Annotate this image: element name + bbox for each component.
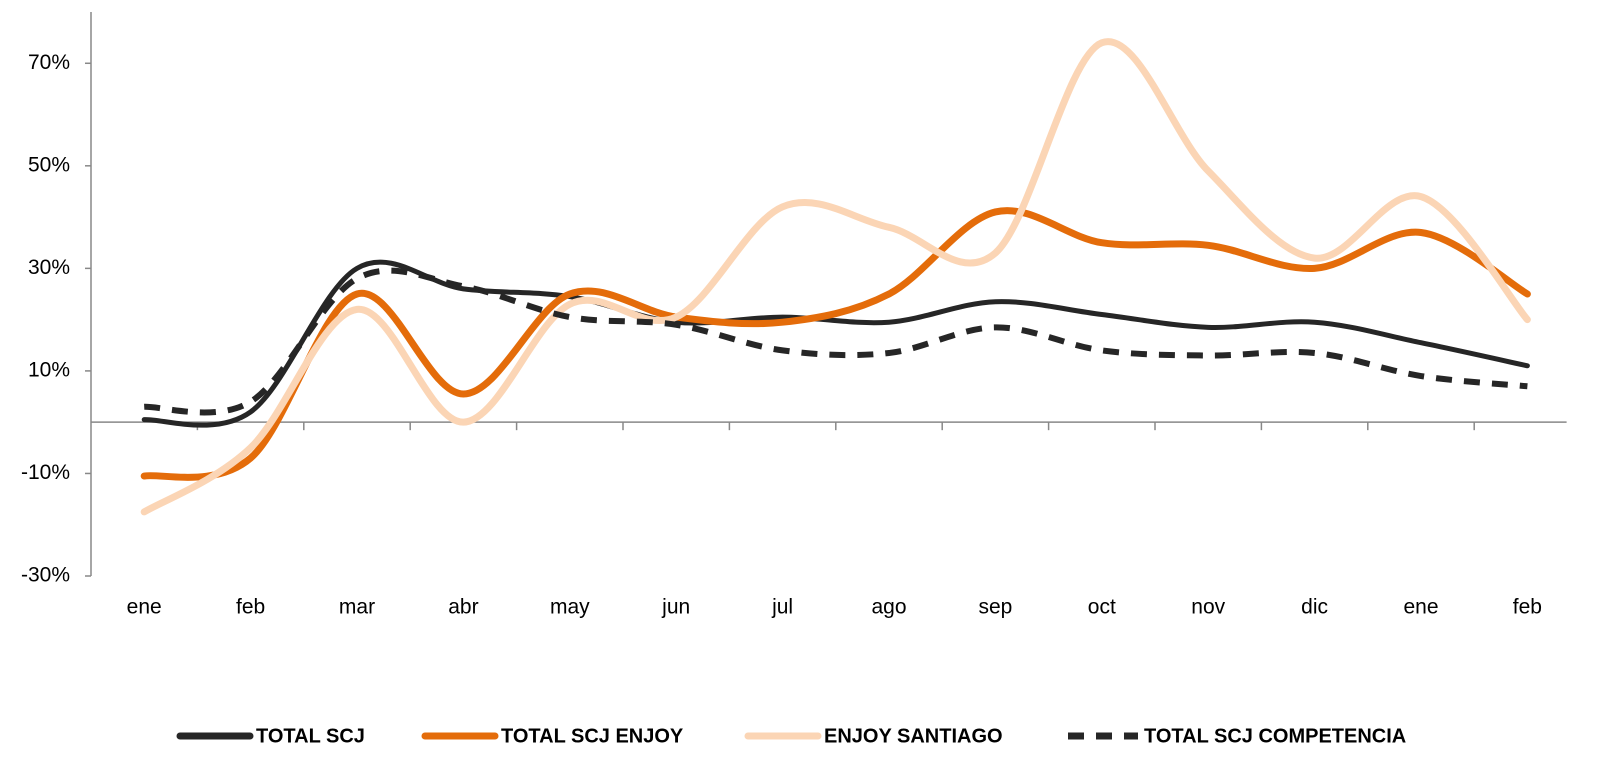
series-line xyxy=(144,267,1528,416)
x-tick-label: abr xyxy=(448,596,478,619)
x-tick-label: feb xyxy=(236,596,265,619)
x-tick-label: mar xyxy=(339,596,375,619)
x-tick-label: feb xyxy=(1513,596,1542,619)
legend-label: ENJOY SANTIAGO xyxy=(824,725,1003,747)
x-tick-label: dic xyxy=(1301,596,1328,619)
series-line xyxy=(140,38,1531,516)
series-line xyxy=(140,207,1531,481)
x-tick-label: ago xyxy=(871,596,906,619)
y-tick-label: -30% xyxy=(21,564,70,587)
x-tick-label: ene xyxy=(1403,596,1438,619)
x-tick-label: nov xyxy=(1191,596,1225,619)
x-tick-label: jun xyxy=(661,596,690,619)
y-tick-label: -10% xyxy=(21,461,70,484)
x-tick-label: may xyxy=(550,596,590,619)
x-tick-label: ene xyxy=(127,596,162,619)
y-tick-label: 30% xyxy=(28,256,70,279)
y-tick-label: 50% xyxy=(28,153,70,176)
x-tick-label: sep xyxy=(978,596,1012,619)
series-line xyxy=(141,259,1530,428)
legend-label: TOTAL SCJ xyxy=(256,725,365,747)
legend-label: TOTAL SCJ COMPETENCIA xyxy=(1144,725,1406,747)
y-tick-label: 10% xyxy=(28,358,70,381)
legend-label: TOTAL SCJ ENJOY xyxy=(501,725,684,747)
y-tick-label: 70% xyxy=(28,51,70,74)
x-tick-label: jul xyxy=(771,596,793,619)
x-tick-label: oct xyxy=(1088,596,1116,619)
